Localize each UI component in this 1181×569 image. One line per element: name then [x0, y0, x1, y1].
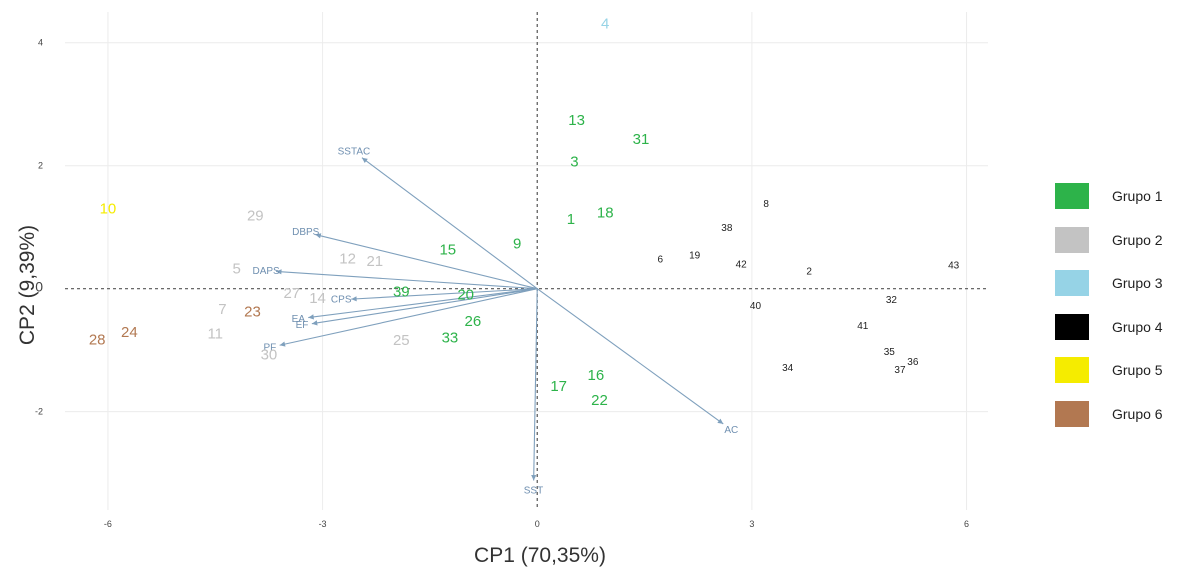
loading-vector	[361, 157, 538, 290]
score-point-label: 29	[247, 208, 264, 225]
legend-label: Grupo 2	[1112, 231, 1163, 248]
score-point-label: 43	[948, 261, 960, 272]
x-tick-label: 0	[535, 519, 540, 529]
legend-swatch	[1055, 313, 1089, 340]
score-point-label: 24	[121, 324, 138, 341]
vector-label: DBPS	[292, 227, 320, 238]
score-point-label: 42	[736, 259, 748, 270]
grid-lines	[65, 12, 988, 510]
score-point-label: 39	[393, 283, 410, 300]
x-tick-label: 3	[749, 519, 754, 529]
score-point-label: 21	[366, 253, 383, 270]
x-tick-label: -6	[104, 519, 112, 529]
vector-label: EF	[296, 320, 309, 331]
legend-label: Grupo 6	[1112, 405, 1163, 422]
vector-arrowhead	[351, 296, 357, 302]
score-point-label: 20	[457, 286, 474, 303]
score-point-label: 6	[658, 254, 664, 265]
vector-label: EA	[292, 314, 306, 325]
vector-label: PF	[263, 342, 276, 353]
legend-swatch	[1055, 357, 1089, 384]
vector-label: AC	[724, 425, 738, 436]
score-point-label: 25	[393, 332, 410, 349]
vector-label: SSTAC	[338, 147, 371, 158]
vector-arrowhead	[311, 320, 318, 326]
score-point-label: 28	[89, 331, 106, 348]
vector-arrowhead	[361, 157, 368, 164]
score-point-label: 5	[233, 261, 241, 278]
vector-arrowhead	[279, 341, 286, 347]
loading-vector	[311, 288, 538, 325]
legend-label: Grupo 4	[1112, 318, 1163, 335]
y-tick-label: 2	[38, 161, 43, 171]
legend-label: Grupo 3	[1112, 275, 1163, 292]
vector-label: SST	[524, 485, 543, 496]
score-point-label: 18	[597, 205, 614, 222]
legend-swatch	[1055, 226, 1089, 253]
score-point-label: 16	[588, 367, 605, 384]
score-point-label: 8	[763, 199, 769, 210]
score-point-label: 41	[857, 321, 869, 332]
loading-vector	[533, 288, 538, 481]
x-axis-label: CP1 (70,35%)	[474, 544, 606, 567]
loading-vector	[351, 288, 538, 300]
score-point-label: 30	[261, 347, 278, 364]
score-point-label: 1	[567, 211, 575, 228]
legend-swatch	[1055, 270, 1089, 297]
score-point-label: 7	[218, 301, 226, 318]
score-point-label: 2	[806, 267, 812, 278]
score-point-label: 9	[513, 235, 521, 252]
loading-vector	[315, 234, 538, 290]
score-point-label: 31	[633, 131, 650, 148]
y-axis-label: CP2 (9,39%)	[16, 225, 39, 345]
x-tick-label: -3	[319, 519, 327, 529]
vector-arrowhead	[308, 314, 314, 320]
loading-vector	[536, 288, 724, 425]
legend-swatch	[1055, 400, 1089, 427]
score-point-label: 3	[570, 154, 578, 171]
score-point-label: 19	[689, 251, 701, 262]
y-tick-label: -2	[35, 407, 43, 417]
score-point-label: 12	[339, 251, 356, 268]
loading-vector	[279, 288, 538, 346]
loading-vector	[276, 270, 538, 290]
vector-label: CPS	[331, 295, 352, 306]
score-point-label: 33	[442, 329, 459, 346]
y-tick-label: 4	[38, 38, 43, 48]
loading-vector	[308, 288, 538, 319]
score-point-label: 11	[207, 326, 223, 343]
vector-arrowhead	[531, 475, 537, 481]
score-point-label: 15	[439, 242, 456, 259]
vector-arrowhead	[276, 269, 282, 275]
score-point-label: 22	[591, 392, 608, 409]
score-point-label: 14	[309, 290, 326, 307]
score-point-label: 35	[884, 347, 896, 358]
vector-label: DAPS	[252, 266, 280, 277]
score-point-label: 17	[550, 378, 567, 395]
zero-axes	[65, 12, 988, 510]
vector-arrowhead	[315, 233, 322, 239]
score-point-label: 23	[244, 304, 261, 321]
legend-label: Grupo 1	[1112, 188, 1163, 204]
x-tick-label: 6	[964, 519, 969, 529]
legend-swatch	[1055, 183, 1089, 209]
score-point-label: 36	[907, 357, 919, 368]
score-point-label: 4	[601, 15, 609, 32]
score-point-label: 10	[100, 200, 117, 217]
score-point-label: 27	[283, 285, 300, 302]
score-point-label: 38	[721, 223, 733, 234]
score-point-label: 32	[886, 295, 898, 306]
legend-label: Grupo 5	[1112, 362, 1163, 379]
score-point-label: 13	[568, 112, 585, 129]
vector-arrowhead	[717, 418, 724, 424]
score-point-label: 26	[464, 313, 481, 330]
score-point-label: 37	[894, 365, 906, 376]
y-tick-label: 0	[35, 279, 43, 295]
score-point-label: 40	[750, 301, 762, 312]
score-point-label: 34	[782, 363, 794, 374]
